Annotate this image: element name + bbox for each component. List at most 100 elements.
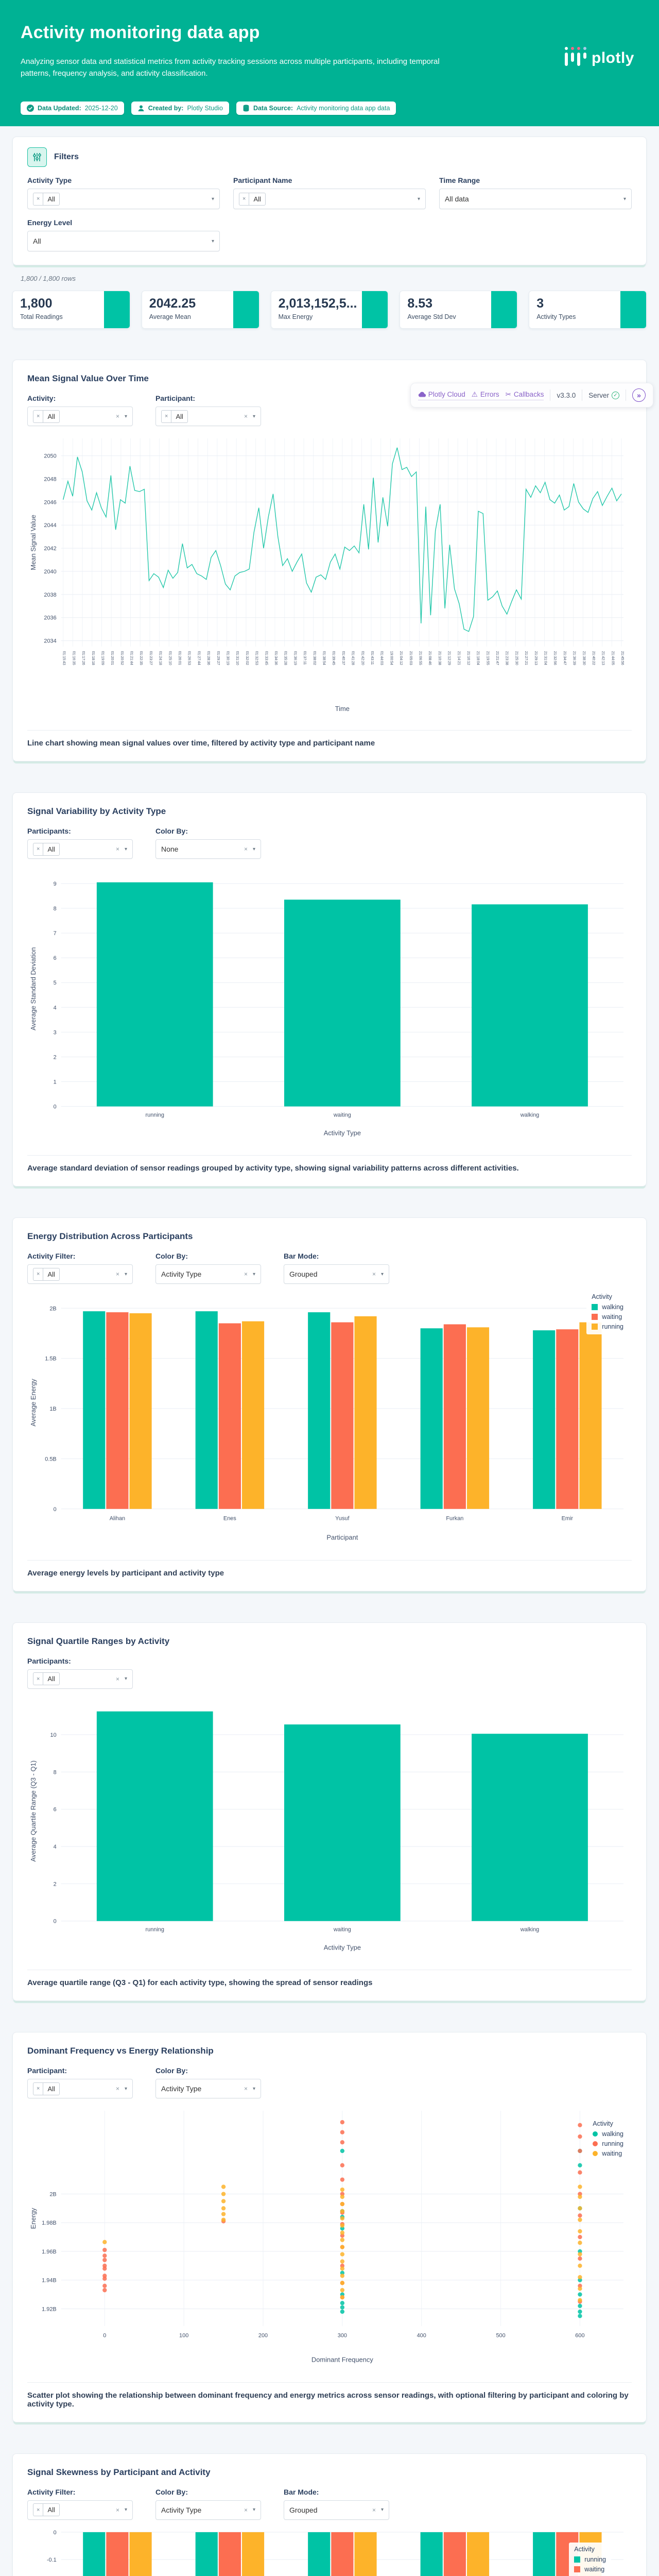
legend-item[interactable]: running — [593, 2140, 623, 2147]
bar-mode-dropdown[interactable]: Grouped × ▾ — [284, 1264, 389, 1284]
clear-icon[interactable]: × — [115, 2085, 119, 2093]
chevron-down-icon[interactable]: ▾ — [124, 413, 127, 419]
svg-text:2042: 2042 — [44, 546, 56, 552]
chevron-down-icon[interactable]: ▾ — [380, 1271, 384, 1277]
chevron-down-icon[interactable]: ▾ — [211, 196, 214, 202]
svg-text:21:32:56: 21:32:56 — [553, 651, 557, 665]
participant-dropdown[interactable]: × All × ▾ — [155, 406, 261, 426]
activity-filter-label: Activity Filter: — [27, 1252, 76, 1261]
callbacks-button[interactable]: ✂ Callbacks — [505, 390, 544, 399]
chevron-down-icon[interactable]: ▾ — [380, 2507, 384, 2513]
participants-dropdown[interactable]: × All × ▾ — [27, 839, 133, 859]
chevron-down-icon[interactable]: ▾ — [252, 2507, 255, 2513]
remove-tag-icon[interactable]: × — [33, 2082, 44, 2095]
activity-type-dropdown[interactable]: × All ▾ — [27, 189, 220, 209]
grouped-bar-chart[interactable]: 0 0.5B 1B 1.5B 2B Alihan Enes Yusuf Furkan Emir Av… — [27, 1289, 632, 1550]
remove-tag-icon[interactable]: × — [33, 1268, 44, 1280]
activity-filter-dropdown[interactable]: × All × ▾ — [27, 1264, 133, 1284]
color-by-dropdown[interactable]: Activity Type × ▾ — [155, 2500, 261, 2520]
chevron-down-icon[interactable]: ▾ — [124, 2507, 127, 2513]
svg-text:1.98B: 1.98B — [42, 2220, 57, 2226]
participant-dropdown[interactable]: × All × ▾ — [27, 2079, 133, 2099]
clear-icon[interactable]: × — [115, 1270, 119, 1278]
chevron-down-icon[interactable]: ▾ — [124, 846, 127, 852]
data-updated-badge: Data Updated: 2025-12-20 — [21, 101, 124, 115]
chevron-down-icon[interactable]: ▾ — [623, 196, 626, 202]
svg-text:21:14:21: 21:14:21 — [457, 651, 460, 665]
svg-text:Average Energy: Average Energy — [29, 1379, 37, 1427]
chevron-down-icon[interactable]: ▾ — [124, 2086, 127, 2092]
legend-item[interactable]: running — [592, 1323, 623, 1330]
clear-icon[interactable]: × — [244, 845, 248, 853]
color-by-dropdown[interactable]: Activity Type × ▾ — [155, 1264, 261, 1284]
svg-text:21:10:38: 21:10:38 — [438, 651, 441, 665]
clear-icon[interactable]: × — [244, 2506, 248, 2514]
svg-text:8: 8 — [54, 1769, 57, 1775]
activity-label: Activity: — [27, 394, 56, 402]
clear-icon[interactable]: × — [244, 2085, 248, 2093]
svg-text:3: 3 — [54, 1029, 57, 1036]
chevron-down-icon[interactable]: ▾ — [252, 2086, 255, 2092]
svg-text:01:33:45: 01:33:45 — [264, 651, 268, 665]
remove-tag-icon[interactable]: × — [33, 2504, 44, 2516]
clear-icon[interactable]: × — [115, 2506, 119, 2514]
chevron-down-icon[interactable]: ▾ — [417, 196, 420, 202]
bar-chart[interactable]: 0 1 2 3 4 5 6 7 8 9 running waiting walking Average S… — [27, 864, 632, 1146]
remove-tag-icon[interactable]: × — [33, 193, 44, 205]
rows-counter: 1,800 / 1,800 rows — [21, 275, 76, 282]
kpi-accent-stripe — [103, 291, 130, 328]
clear-icon[interactable]: × — [115, 1675, 119, 1683]
svg-text:4: 4 — [54, 1005, 57, 1011]
bar-chart[interactable]: 0 2 4 6 8 10 running waiting walking Average Quar… — [27, 1694, 632, 1960]
svg-text:6: 6 — [54, 1806, 57, 1812]
filters-card: Filters Activity Type × All ▾ Participant Na… — [12, 137, 647, 265]
chart-legend[interactable]: Activity walking waiting running — [586, 1290, 629, 1335]
clear-icon[interactable]: × — [244, 1270, 248, 1278]
clear-icon[interactable]: × — [244, 413, 248, 420]
kpi-label: Activity Types — [536, 313, 576, 320]
grouped-bar-chart[interactable]: 0-0.1-0.2-0.3-0.4-0.5-0.6-0.7-0.8AlihanE… — [27, 2525, 632, 2576]
color-by-dropdown[interactable]: None × ▾ — [155, 839, 261, 859]
clear-icon[interactable]: × — [372, 1270, 376, 1278]
chevron-down-icon[interactable]: ▾ — [211, 238, 214, 244]
legend-item[interactable]: waiting — [593, 2150, 623, 2157]
badge-value: 2025-12-20 — [84, 105, 118, 112]
legend-item[interactable]: running — [574, 2556, 606, 2563]
remove-tag-icon[interactable]: × — [33, 1673, 44, 1685]
svg-text:Enes: Enes — [223, 1516, 236, 1522]
chevron-down-icon[interactable]: ▾ — [124, 1676, 127, 1682]
chart-legend[interactable]: Activityrunningwaitingwalking — [569, 2542, 611, 2576]
participant-name-dropdown[interactable]: × All ▾ — [233, 189, 426, 209]
activity-filter-dropdown[interactable]: × All × ▾ — [27, 2500, 133, 2520]
line-chart[interactable]: 01:15:43 01:16:35 01:17:26 01:18:18 01:19:09… — [27, 431, 632, 721]
svg-text:Activity Type: Activity Type — [324, 1943, 361, 1951]
legend-item[interactable]: waiting — [574, 2566, 606, 2573]
chevron-down-icon[interactable]: ▾ — [252, 1271, 255, 1277]
legend-item[interactable]: walking — [592, 1303, 623, 1311]
clear-icon[interactable]: × — [115, 845, 119, 853]
chevron-down-icon[interactable]: ▾ — [124, 1271, 127, 1277]
activity-dropdown[interactable]: × All × ▾ — [27, 406, 133, 426]
remove-tag-icon[interactable]: × — [33, 843, 44, 855]
chevron-down-icon[interactable]: ▾ — [252, 413, 255, 419]
remove-tag-icon[interactable]: × — [239, 193, 250, 205]
chevron-down-icon[interactable]: ▾ — [252, 846, 255, 852]
color-by-dropdown[interactable]: Activity Type × ▾ — [155, 2079, 261, 2099]
chart-legend[interactable]: Activity walking running waiting — [587, 2117, 629, 2162]
participants-dropdown[interactable]: × All × ▾ — [27, 1669, 133, 1689]
collapse-toolbar-button[interactable]: » — [632, 388, 646, 402]
legend-item[interactable]: walking — [593, 2130, 623, 2138]
clear-icon[interactable]: × — [372, 2506, 376, 2514]
errors-button[interactable]: ⚠ Errors — [471, 390, 499, 399]
remove-tag-icon[interactable]: × — [162, 410, 172, 422]
legend-item[interactable]: waiting — [592, 1313, 623, 1320]
svg-text:walking: walking — [520, 1112, 539, 1118]
bar-mode-dropdown[interactable]: Grouped × ▾ — [284, 2500, 389, 2520]
remove-tag-icon[interactable]: × — [33, 410, 44, 422]
time-range-dropdown[interactable]: All data ▾ — [439, 189, 632, 209]
energy-level-dropdown[interactable]: All ▾ — [27, 231, 220, 251]
chart-caption: Scatter plot showing the relationship be… — [27, 2382, 632, 2409]
plotly-cloud-button[interactable]: Plotly Cloud — [418, 391, 465, 398]
clear-icon[interactable]: × — [115, 413, 119, 420]
scatter-chart[interactable]: 0 100 200 300 400 500 600 1.92B 1.94B 1.96B 1.98B 2… — [27, 2104, 632, 2372]
